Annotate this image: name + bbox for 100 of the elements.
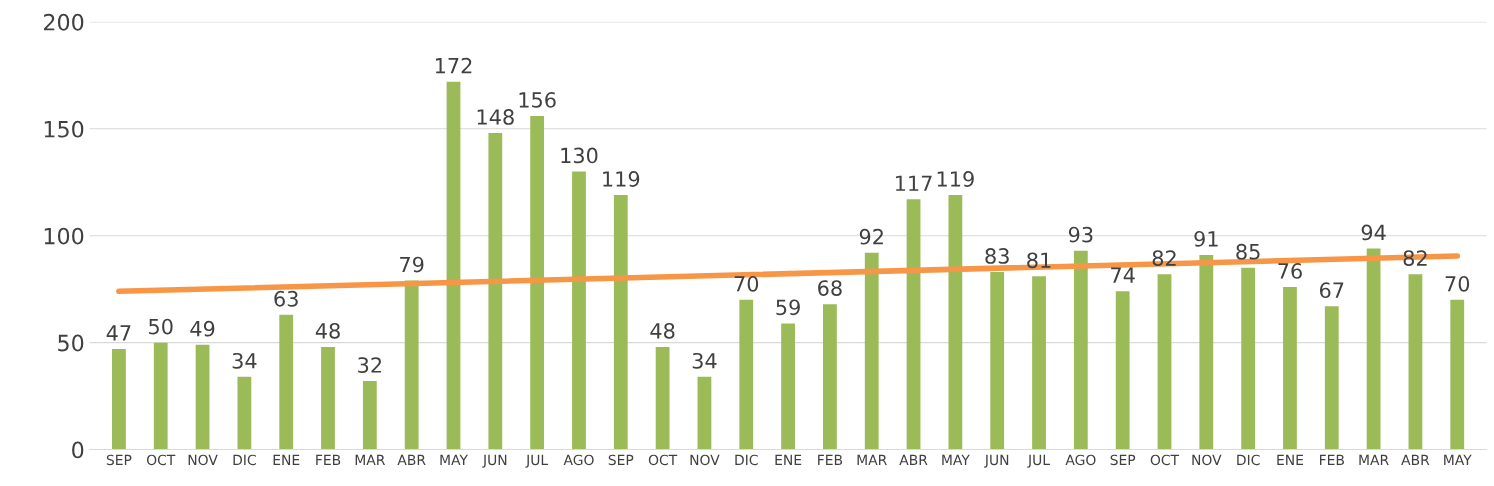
- x-tick-label: NOV: [690, 454, 720, 466]
- x-tick-label: AGO: [563, 454, 594, 466]
- bar: [1115, 291, 1130, 450]
- x-tick-label: NOV: [1192, 454, 1222, 466]
- bar: [948, 195, 963, 450]
- data-label: 70: [734, 275, 759, 292]
- x-tick-label: ENE: [775, 454, 802, 465]
- data-label: 172: [435, 57, 472, 74]
- x-tick-label: SEP: [106, 454, 132, 466]
- data-label: 94: [1361, 224, 1386, 241]
- x-tick-label: JUN: [482, 454, 507, 468]
- bar: [1157, 274, 1172, 450]
- data-label: 119: [603, 171, 640, 187]
- x-tick-label: ENE: [273, 454, 300, 465]
- x-tick-label: OCT: [146, 454, 176, 466]
- bar: [1408, 274, 1423, 450]
- x-tick-label: OCT: [648, 454, 678, 466]
- x-tick-label: JUL: [525, 454, 549, 468]
- x-tick-label: JUL: [1027, 454, 1050, 468]
- data-label: 156: [519, 92, 556, 108]
- x-tick-label: MAY: [440, 454, 468, 465]
- bar: [195, 344, 210, 450]
- x-tick-label: JUN: [984, 454, 1009, 468]
- bar: [990, 272, 1005, 450]
- data-label: 49: [190, 320, 215, 337]
- x-tick-label: DIC: [735, 454, 758, 466]
- bar: [697, 376, 712, 450]
- data-label: 83: [985, 248, 1009, 264]
- x-tick-label: ENE: [1277, 454, 1304, 465]
- bar: [572, 171, 586, 450]
- bar: [655, 346, 670, 450]
- y-tick-label: 50: [58, 334, 84, 352]
- x-tick-label: OCT: [1150, 454, 1180, 466]
- x-tick-label: MAR: [355, 454, 386, 465]
- bar: [1450, 299, 1465, 450]
- data-label: 119: [937, 171, 974, 187]
- bar: [1366, 248, 1381, 450]
- data-label: 117: [895, 175, 932, 191]
- data-label: 32: [358, 357, 382, 373]
- x-tick-label: ABR: [899, 454, 928, 465]
- x-tick-label: MAR: [1359, 454, 1389, 465]
- bar: [739, 299, 754, 450]
- data-label: 148: [477, 109, 514, 125]
- bar: [823, 304, 837, 450]
- bar: [1199, 254, 1214, 450]
- data-label: 76: [1278, 263, 1302, 279]
- bar: [1073, 250, 1088, 450]
- data-label: 34: [232, 352, 257, 369]
- bar: [864, 252, 879, 450]
- data-label: 47: [106, 325, 131, 341]
- data-label: 68: [818, 280, 842, 296]
- x-tick-label: MAY: [942, 454, 970, 465]
- data-label: 63: [274, 290, 298, 307]
- data-label: 48: [315, 322, 340, 339]
- bar: [237, 376, 252, 450]
- data-label: 130: [561, 147, 598, 164]
- data-label: 81: [1027, 252, 1051, 269]
- bar: [279, 314, 294, 450]
- x-tick-label: NOV: [188, 454, 218, 466]
- data-label: 79: [400, 256, 424, 273]
- x-tick-label: DIC: [1237, 454, 1260, 466]
- bar: [1324, 306, 1339, 450]
- bar: [153, 342, 168, 450]
- x-tick-label: MAR: [857, 454, 887, 465]
- bar: [906, 199, 921, 450]
- bar: [1241, 267, 1256, 450]
- bar: [1032, 276, 1046, 450]
- bar: [488, 133, 503, 450]
- data-label: 74: [1111, 267, 1135, 283]
- data-label: 70: [1445, 275, 1470, 292]
- x-tick-label: SEP: [608, 454, 634, 466]
- x-tick-label: FEB: [818, 454, 843, 465]
- data-label: 59: [776, 299, 800, 316]
- x-tick-label: MAY: [1444, 454, 1472, 465]
- data-label: 92: [859, 228, 883, 245]
- x-tick-label: ABR: [397, 454, 426, 465]
- bar: [781, 323, 795, 450]
- x-tick-label: DIC: [233, 454, 256, 466]
- data-label: 93: [1068, 226, 1093, 243]
- bar: [112, 349, 126, 450]
- data-label: 67: [1319, 282, 1344, 299]
- bar: [446, 81, 461, 450]
- data-label: 48: [650, 322, 675, 339]
- bar: [1283, 287, 1297, 450]
- x-tick-label: FEB: [316, 454, 341, 465]
- bar: [613, 195, 628, 450]
- bar: [321, 346, 335, 450]
- data-label: 85: [1236, 243, 1260, 260]
- y-tick-label: 200: [43, 13, 84, 31]
- data-label: 91: [1194, 230, 1218, 247]
- data-label: 34: [692, 352, 717, 369]
- bar: [530, 115, 545, 450]
- x-tick-label: AGO: [1065, 454, 1096, 466]
- bar: [362, 381, 377, 450]
- x-tick-label: ABR: [1401, 454, 1430, 465]
- y-tick-label: 150: [44, 120, 84, 138]
- x-tick-label: FEB: [1320, 454, 1344, 465]
- y-tick-label: 100: [44, 227, 84, 245]
- y-tick-label: 0: [72, 441, 84, 459]
- x-tick-label: SEP: [1110, 454, 1136, 466]
